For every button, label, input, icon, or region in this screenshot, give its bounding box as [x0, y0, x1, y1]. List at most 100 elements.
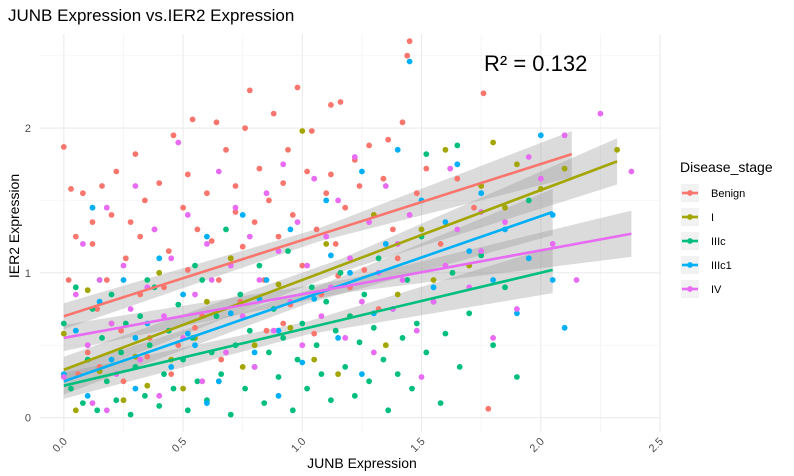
point-benign — [223, 146, 229, 153]
point-benign — [485, 405, 492, 412]
point-iv — [573, 277, 580, 283]
point-iiic — [423, 349, 430, 356]
point-iiic1 — [204, 400, 210, 406]
point-iiic1 — [394, 146, 401, 153]
point-iiic1 — [168, 364, 175, 370]
point-iiic — [442, 330, 449, 337]
x-tick-label: 0.5 — [170, 436, 189, 455]
point-iiic1 — [347, 269, 353, 276]
y-tick-label: 0 — [25, 413, 31, 425]
point-iv — [80, 241, 86, 247]
point-iiic — [380, 356, 387, 363]
legend-key-point — [687, 214, 693, 220]
point-i — [227, 255, 234, 262]
point-i — [72, 407, 79, 414]
point-benign — [406, 38, 413, 45]
point-benign — [192, 324, 198, 331]
point-iv — [597, 110, 604, 117]
x-tick-label: 1.0 — [289, 436, 308, 455]
point-benign — [84, 349, 91, 356]
point-iv — [208, 277, 215, 283]
point-iv — [84, 342, 91, 349]
point-iiic1 — [108, 356, 115, 363]
point-iiic — [490, 342, 496, 349]
point-iiic1 — [514, 310, 520, 317]
point-benign — [256, 165, 263, 172]
point-iv — [347, 255, 353, 262]
fit-line-iiic1 — [63, 210, 554, 383]
point-iiic1 — [275, 392, 282, 399]
point-iv — [304, 262, 310, 269]
point-iiic1 — [72, 327, 79, 334]
point-benign — [480, 90, 487, 97]
point-iiic1 — [180, 291, 187, 298]
point-benign — [304, 168, 310, 175]
point-iv — [72, 291, 79, 298]
point-iiic — [456, 364, 463, 370]
point-iv — [525, 154, 532, 160]
point-benign — [204, 190, 210, 197]
point-benign — [342, 204, 349, 211]
point-iiic — [118, 349, 124, 356]
point-iv — [263, 190, 270, 197]
point-i — [430, 277, 437, 283]
point-iiic1 — [359, 371, 365, 377]
point-benign — [280, 180, 287, 187]
y-tick-label: 2 — [25, 123, 31, 135]
x-axis-label: JUNB Expression — [307, 455, 417, 471]
point-iv — [256, 277, 263, 283]
point-benign — [89, 219, 96, 226]
point-benign — [242, 125, 249, 131]
point-iiic — [328, 397, 334, 404]
point-benign — [189, 116, 196, 123]
point-iiic1 — [454, 161, 461, 168]
point-iiic — [370, 324, 377, 331]
point-iiic1 — [184, 330, 191, 337]
point-iv — [184, 212, 191, 218]
point-iiic — [192, 262, 198, 269]
point-iiic — [108, 291, 115, 298]
point-i — [382, 342, 389, 349]
fit-lines — [63, 152, 632, 387]
x-tick-label: 1.5 — [408, 436, 427, 455]
point-iiic — [332, 327, 339, 334]
point-iv — [246, 233, 253, 240]
point-iv — [549, 241, 556, 247]
point-iiic — [323, 298, 330, 305]
point-benign — [175, 342, 182, 349]
point-iiic — [454, 142, 461, 149]
point-i — [394, 291, 401, 298]
legend-label-iv: IV — [711, 284, 722, 296]
point-benign — [437, 241, 444, 247]
point-iv — [323, 233, 330, 240]
point-iv — [275, 248, 282, 255]
point-benign — [275, 233, 282, 240]
point-benign — [308, 128, 315, 134]
point-benign — [118, 327, 124, 334]
point-iv — [215, 168, 222, 175]
point-iiic — [313, 342, 320, 349]
point-iiic — [213, 313, 220, 320]
point-iiic1 — [466, 248, 473, 255]
point-i — [204, 298, 210, 305]
x-tick-label: 2.5 — [647, 436, 666, 455]
point-iiic1 — [227, 310, 234, 317]
point-iiic — [356, 339, 363, 346]
point-iiic1 — [287, 226, 294, 233]
point-benign — [103, 277, 110, 283]
point-iiic — [137, 313, 144, 320]
point-iiic1 — [323, 197, 330, 204]
point-iv — [370, 349, 377, 356]
point-iv — [161, 313, 167, 320]
point-benign — [413, 190, 420, 197]
point-benign — [99, 183, 105, 189]
point-iv — [561, 132, 568, 139]
point-iiic — [304, 385, 310, 392]
point-benign — [263, 327, 270, 334]
point-benign — [80, 190, 86, 197]
point-iv — [294, 219, 301, 226]
point-iiic — [514, 374, 520, 380]
point-iiic1 — [382, 241, 389, 247]
point-iv — [175, 139, 182, 146]
